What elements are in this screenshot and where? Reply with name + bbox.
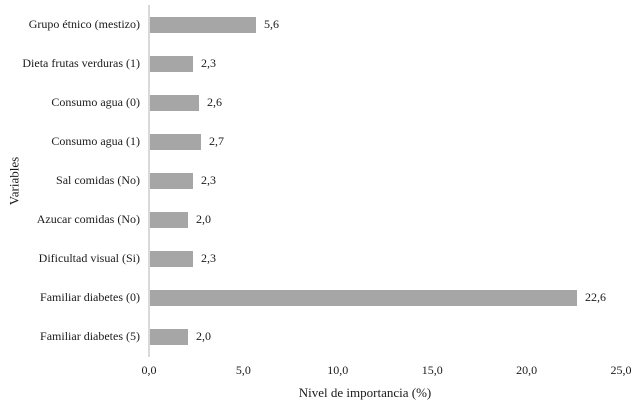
value-label: 2,3 <box>201 251 216 265</box>
bar <box>150 16 256 33</box>
category-label: Dificultad visual (Si) <box>38 251 140 265</box>
bar <box>150 289 577 306</box>
x-tick-label: 15,0 <box>421 363 443 377</box>
category-label: Familiar diabetes (5) <box>40 329 140 343</box>
bar <box>150 211 188 228</box>
x-tick-label: 5,0 <box>235 363 251 377</box>
category-label: Familiar diabetes (0) <box>40 290 140 304</box>
bar <box>150 172 193 189</box>
category-label: Dieta frutas verduras (1) <box>22 56 140 70</box>
value-label: 2,0 <box>196 212 211 226</box>
value-label: 2,3 <box>201 173 216 187</box>
category-label: Azucar comidas (No) <box>36 212 140 226</box>
value-label: 2,0 <box>196 329 211 343</box>
x-tick-label: 20,0 <box>516 363 538 377</box>
category-label: Consumo agua (0) <box>51 95 140 109</box>
bar <box>150 133 201 150</box>
bar <box>150 94 199 111</box>
x-tick-label: 0,0 <box>141 363 157 377</box>
value-label: 2,7 <box>209 134 224 148</box>
value-label: 22,6 <box>585 290 606 304</box>
bar <box>150 250 193 267</box>
y-axis-line <box>148 5 150 357</box>
x-axis-title: Nivel de importancia (%) <box>298 385 432 400</box>
bar <box>150 55 193 72</box>
category-label: Sal comidas (No) <box>56 173 140 187</box>
category-label: Consumo agua (1) <box>51 134 140 148</box>
value-label: 2,6 <box>207 95 222 109</box>
value-label: 5,6 <box>264 17 279 31</box>
value-label: 2,3 <box>201 56 216 70</box>
x-tick-label: 25,0 <box>610 363 632 377</box>
category-label: Grupo étnico (mestizo) <box>28 17 140 31</box>
bar <box>150 328 188 345</box>
x-tick-label: 10,0 <box>327 363 349 377</box>
